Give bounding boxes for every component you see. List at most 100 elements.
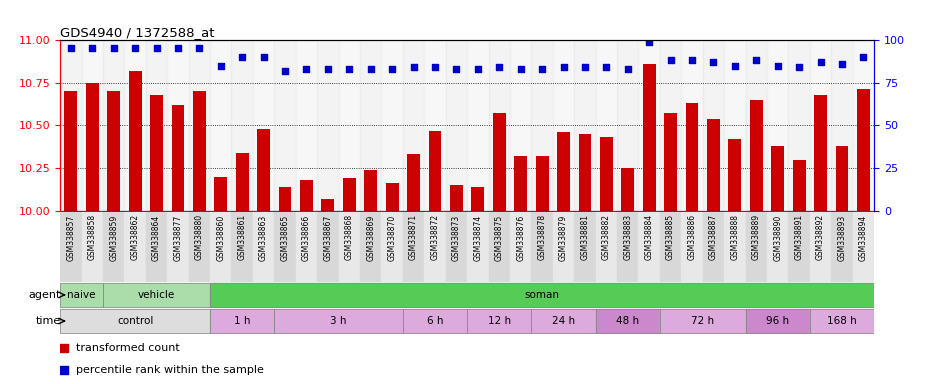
- Point: [642, 38, 657, 45]
- Text: GSM338862: GSM338862: [130, 214, 140, 260]
- Bar: [596, 211, 617, 282]
- Bar: [129, 71, 142, 211]
- Bar: [788, 211, 810, 282]
- Bar: [746, 211, 767, 282]
- Bar: [724, 211, 746, 282]
- Bar: [317, 40, 339, 211]
- Bar: [296, 40, 317, 211]
- Text: 168 h: 168 h: [827, 316, 857, 326]
- Bar: [750, 100, 763, 211]
- Text: percentile rank within the sample: percentile rank within the sample: [77, 365, 265, 375]
- Text: time: time: [35, 316, 60, 326]
- Bar: [210, 211, 231, 282]
- Bar: [103, 40, 124, 211]
- Point: [663, 57, 678, 63]
- Bar: [553, 40, 574, 211]
- Point: [320, 66, 335, 72]
- Bar: [682, 40, 703, 211]
- Bar: [446, 40, 467, 211]
- Bar: [467, 211, 488, 282]
- Bar: [364, 170, 377, 211]
- Text: GSM338879: GSM338879: [559, 214, 568, 261]
- Bar: [793, 159, 806, 211]
- Text: GSM338885: GSM338885: [666, 214, 675, 260]
- Text: GSM338894: GSM338894: [859, 214, 868, 261]
- Text: GSM338891: GSM338891: [795, 214, 804, 260]
- Bar: [150, 94, 163, 211]
- Bar: [167, 211, 189, 282]
- Text: GSM338886: GSM338886: [687, 214, 697, 260]
- Bar: [664, 113, 677, 211]
- Bar: [171, 105, 184, 211]
- Bar: [107, 91, 120, 211]
- Bar: [65, 91, 78, 211]
- Bar: [729, 139, 741, 211]
- Point: [856, 54, 870, 60]
- Text: GSM338870: GSM338870: [388, 214, 397, 261]
- Bar: [189, 40, 210, 211]
- Point: [342, 66, 357, 72]
- Bar: [682, 211, 703, 282]
- Bar: [381, 211, 403, 282]
- Point: [406, 64, 421, 70]
- Bar: [536, 156, 549, 211]
- Point: [684, 57, 699, 63]
- Text: GSM338866: GSM338866: [302, 214, 311, 261]
- Bar: [60, 40, 81, 211]
- Text: GSM338859: GSM338859: [109, 214, 118, 261]
- Bar: [381, 40, 403, 211]
- Text: GSM338890: GSM338890: [773, 214, 783, 261]
- Text: GSM338872: GSM338872: [430, 214, 439, 260]
- Bar: [236, 153, 249, 211]
- Bar: [596, 40, 617, 211]
- Bar: [596, 309, 660, 333]
- Bar: [685, 103, 698, 211]
- Bar: [531, 309, 596, 333]
- Text: 12 h: 12 h: [487, 316, 511, 326]
- Bar: [660, 40, 682, 211]
- Text: soman: soman: [524, 290, 560, 300]
- Bar: [596, 309, 660, 333]
- Text: transformed count: transformed count: [77, 343, 180, 353]
- Text: vehicle: vehicle: [138, 290, 175, 300]
- Point: [278, 68, 292, 74]
- Bar: [60, 283, 103, 307]
- Bar: [253, 211, 275, 282]
- Bar: [771, 146, 784, 211]
- Bar: [810, 309, 874, 333]
- Bar: [60, 283, 103, 307]
- Bar: [707, 119, 720, 211]
- Bar: [360, 211, 381, 282]
- Point: [813, 59, 828, 65]
- Text: GSM338881: GSM338881: [581, 214, 589, 260]
- Text: GSM338864: GSM338864: [152, 214, 161, 261]
- Bar: [124, 211, 146, 282]
- Point: [706, 59, 721, 65]
- Bar: [360, 40, 381, 211]
- Point: [556, 64, 571, 70]
- Bar: [167, 40, 189, 211]
- Bar: [275, 309, 403, 333]
- Bar: [210, 283, 874, 307]
- Point: [85, 45, 100, 51]
- Point: [385, 66, 400, 72]
- Text: GSM338892: GSM338892: [816, 214, 825, 260]
- Point: [492, 64, 507, 70]
- Bar: [231, 40, 253, 211]
- Bar: [746, 309, 810, 333]
- Text: GSM338868: GSM338868: [345, 214, 353, 260]
- Bar: [407, 154, 420, 211]
- Bar: [467, 309, 531, 333]
- Bar: [835, 146, 848, 211]
- Point: [128, 45, 142, 51]
- Text: GSM338882: GSM338882: [602, 214, 611, 260]
- Bar: [86, 83, 99, 211]
- Point: [293, 29, 308, 35]
- Point: [792, 64, 807, 70]
- Text: GSM338860: GSM338860: [216, 214, 226, 261]
- Point: [621, 66, 635, 72]
- Bar: [617, 211, 638, 282]
- Text: GSM338875: GSM338875: [495, 214, 504, 261]
- Bar: [660, 309, 746, 333]
- Text: 72 h: 72 h: [691, 316, 714, 326]
